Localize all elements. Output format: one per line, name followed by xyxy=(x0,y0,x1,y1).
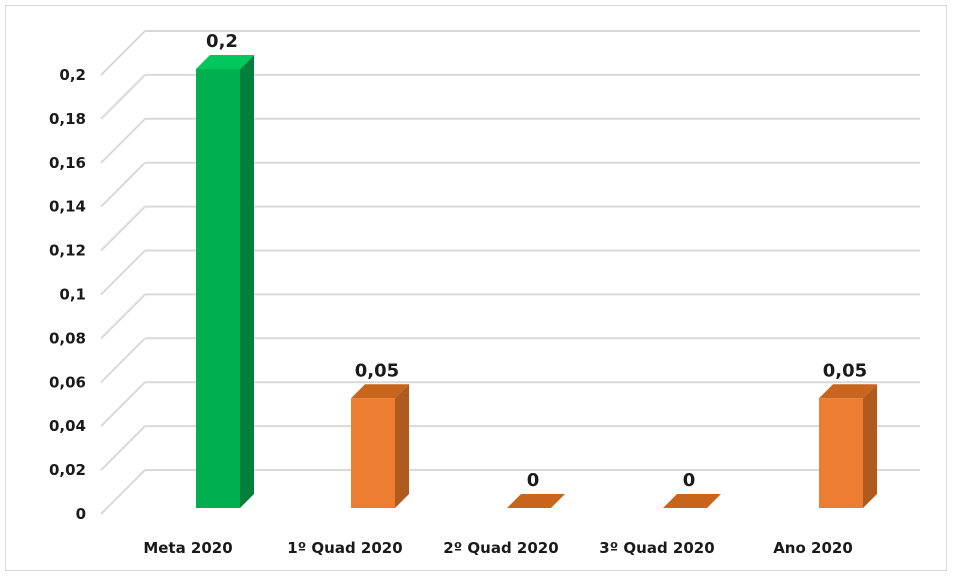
gridline-diagonal xyxy=(100,469,146,515)
gridlines xyxy=(100,30,920,515)
bar-top xyxy=(351,384,409,399)
bar-side xyxy=(240,55,254,508)
gridline-diagonal xyxy=(100,30,146,76)
data-label: 0 xyxy=(683,470,696,491)
y-tick-label: 0 xyxy=(76,505,86,523)
x-category-label: Ano 2020 xyxy=(773,539,853,557)
x-axis-category-labels: Meta 2020 1º Quad 2020 2º Quad 2020 3º Quad… xyxy=(143,539,852,557)
y-tick-label: 0,04 xyxy=(49,417,86,435)
chart-frame xyxy=(5,5,947,571)
bar-1 xyxy=(196,55,254,508)
x-category-label: Meta 2020 xyxy=(143,539,232,557)
gridline-diagonal xyxy=(100,293,146,340)
bar-top xyxy=(196,55,254,69)
bar-top xyxy=(507,494,565,508)
y-tick-label: 0,16 xyxy=(49,154,86,172)
bar-side xyxy=(863,384,877,508)
y-tick-label: 0,06 xyxy=(49,373,86,391)
bar-front xyxy=(351,398,395,508)
gridline-diagonal xyxy=(100,161,146,208)
gridline-diagonal xyxy=(100,337,146,384)
data-labels: 0,2 0,05 0 0 0,05 xyxy=(206,31,867,491)
y-tick-label: 0,14 xyxy=(49,198,86,216)
bar-top xyxy=(663,494,721,508)
gridline-diagonal xyxy=(100,118,146,164)
bar-top xyxy=(819,384,877,399)
gridline-diagonal xyxy=(100,205,146,252)
y-tick-label: 0,12 xyxy=(49,242,86,260)
bar-side xyxy=(395,384,409,508)
bar-front xyxy=(196,69,240,508)
y-tick-label: 0,02 xyxy=(49,461,86,479)
bar-front xyxy=(819,398,863,508)
y-axis-tick-labels: 0 0,02 0,04 0,06 0,08 0,1 0,12 0,14 0,16 0,18 0,2 xyxy=(49,66,86,523)
y-tick-label: 0,18 xyxy=(49,110,86,128)
data-label: 0,05 xyxy=(823,360,867,381)
bar-5 xyxy=(819,384,877,508)
gridline-diagonal xyxy=(100,425,146,471)
gridline-diagonal xyxy=(100,74,146,120)
x-category-label: 3º Quad 2020 xyxy=(599,539,714,557)
bar-2 xyxy=(351,384,409,508)
bar-3 xyxy=(507,494,565,508)
x-category-label: 2º Quad 2020 xyxy=(443,539,558,557)
y-tick-label: 0,1 xyxy=(59,286,86,304)
data-label: 0 xyxy=(527,470,540,491)
y-tick-label: 0,2 xyxy=(59,66,86,84)
gridline-diagonal xyxy=(100,381,146,427)
y-tick-label: 0,08 xyxy=(49,329,86,347)
data-label: 0,2 xyxy=(206,31,238,52)
bar-4 xyxy=(663,494,721,508)
x-category-label: 1º Quad 2020 xyxy=(287,539,402,557)
data-label: 0,05 xyxy=(355,360,399,381)
gridline-diagonal xyxy=(100,249,146,296)
bars xyxy=(196,55,877,508)
